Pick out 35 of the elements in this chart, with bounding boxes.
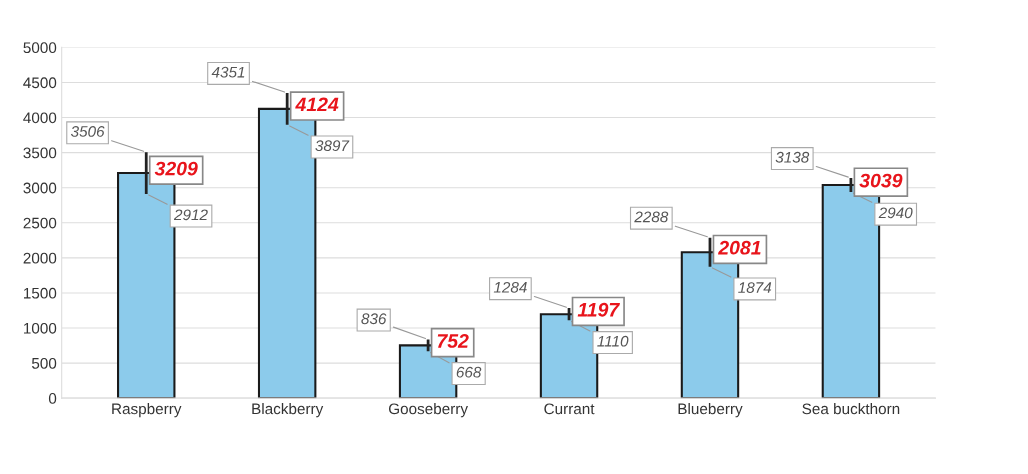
y-tick-label: 2500	[23, 217, 57, 229]
annotation: 1110	[597, 335, 629, 347]
y-tick-label: 3500	[23, 147, 57, 159]
x-tick-label: Sea buckthorn	[802, 403, 900, 415]
x-tick-label: Blackberry	[252, 403, 324, 418]
annotation: 668	[456, 366, 482, 378]
annotation: 4351	[211, 66, 245, 78]
annotation: 836	[361, 313, 387, 325]
y-tick-label: 4500	[23, 77, 57, 89]
data-label: 2081	[718, 240, 761, 255]
y-tick-label: 1000	[24, 322, 57, 334]
annotation: 1284	[493, 281, 527, 293]
x-tick-label: Currant	[544, 403, 595, 415]
annotation: 3506	[70, 126, 105, 137]
y-tick-label: 1500	[24, 287, 57, 299]
annotation: 1874	[738, 282, 772, 294]
y-tick-label: 500	[31, 357, 57, 369]
data-label: 752	[437, 334, 469, 348]
annotation: 2288	[634, 211, 669, 223]
y-tick-label: 3000	[23, 182, 57, 194]
x-tick-label: Gooseberry	[388, 403, 468, 418]
annotation: 3897	[315, 140, 350, 152]
annotation: 2912	[173, 209, 208, 221]
data-label: 1197	[577, 302, 620, 317]
y-tick-label: 5000	[23, 42, 57, 54]
y-tick-label: 4000	[23, 112, 57, 124]
data-label: 4124	[295, 97, 339, 112]
annotation: 2940	[878, 207, 913, 219]
x-tick-label: Blueberry	[678, 403, 743, 418]
x-tick-label: Raspberry	[112, 403, 182, 418]
y-tick-label: 2000	[23, 252, 57, 264]
data-label: 3039	[859, 173, 903, 188]
data-label: 3209	[154, 161, 198, 176]
annotation: 3138	[775, 151, 810, 163]
y-tick-label: 0	[48, 393, 57, 404]
